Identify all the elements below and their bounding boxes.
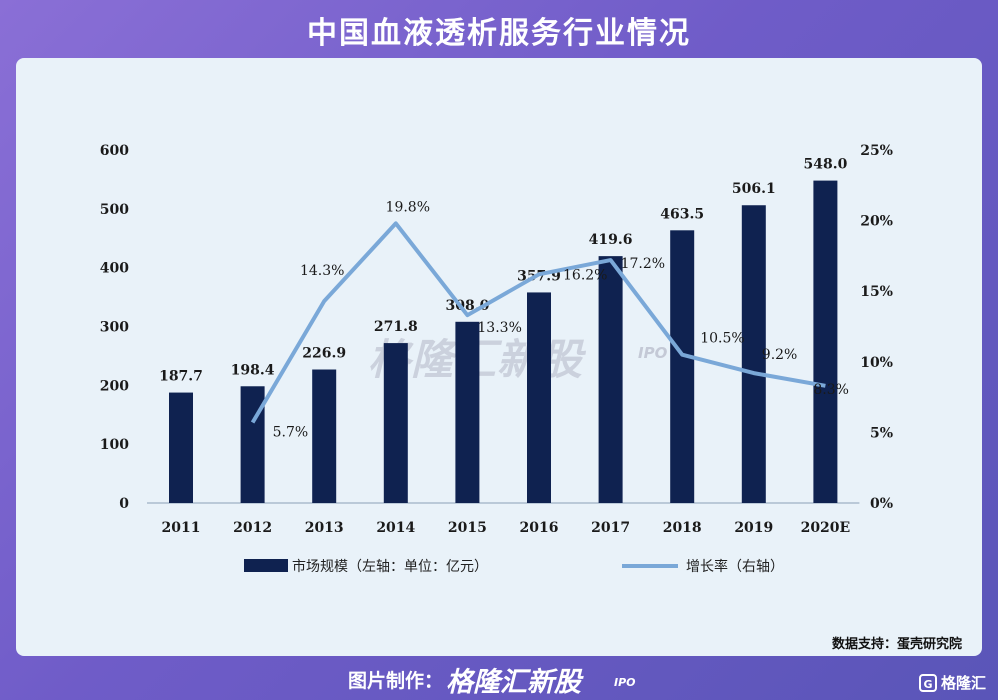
x-tick-label: 2020E [801,520,851,536]
right-tick-label: 0% [870,496,893,512]
right-tick-label: 5% [870,425,893,441]
bar-value-label: 463.5 [660,206,704,222]
source-note: 数据支持：蛋壳研究院 [831,637,962,652]
bar-value-label: 226.9 [302,346,346,362]
bar [527,292,551,503]
right-tick-label: 25% [860,143,893,159]
bar-value-labels: 187.7 198.4226.9271.8308.0357.9419.6463.5… [159,157,847,385]
bar-value-label: 187.7 [159,369,203,385]
left-tick-label: 500 [100,202,129,218]
footer-brand: 格隆汇新股 [446,667,581,698]
left-tick-label: 300 [100,320,129,336]
x-tick-label: 2019 [734,520,773,536]
bar-value-label: 198.4 [231,362,275,378]
bar-value-label: 271.8 [374,319,418,335]
bar [312,369,337,503]
footer-logo: G 格隆汇 [918,672,986,693]
bar [455,321,480,503]
bar [670,230,695,503]
growth-value-label: 16.2% [563,267,607,283]
growth-value-label: 17.2% [621,256,665,272]
growth-value-label: 14.3% [300,263,344,279]
left-tick-label: 600 [100,143,129,159]
footer-logo-text: 格隆汇 [940,674,986,692]
legend-label-line: 增长率（右轴） [686,558,784,575]
growth-value-labels: 5.7% 14.3% 19.8% 13.3% 16.2% 17.2% 10.5% 9.2% 8.… [273,199,849,440]
x-axis-ticks: 2011 2012 2013 2014 2015 2016 2017 2018 2019 2020… [162,520,851,536]
x-tick-label: 2017 [591,520,630,536]
left-tick-label: 200 [100,378,129,394]
bar-value-label: 506.1 [732,181,776,197]
footer-caption: 图片制作： [348,670,444,692]
footer-ipo: IPO [614,676,636,689]
legend-label-bar: 市场规模（左轴：单位：亿元） [292,558,488,575]
growth-value-label: 13.3% [477,320,521,336]
bar [598,256,623,503]
x-tick-label: 2018 [663,520,702,536]
growth-value-label: 19.8% [386,199,430,215]
legend-swatch-bar [244,559,288,572]
right-tick-label: 10% [860,355,893,371]
gelonghui-logo-icon: G [918,673,937,692]
bar-value-label: 548.0 [803,157,847,173]
right-axis-ticks: 0% 5% 10% 15% 20% 25% [860,143,893,512]
x-tick-label: 2012 [233,520,272,536]
left-tick-label: 400 [100,261,129,277]
left-axis-ticks: 0 100 200 300 400 500 600 [100,143,129,512]
x-tick-label: 2011 [162,520,201,536]
page-title: 中国血液透析服务行业情况 [307,16,691,51]
x-tick-label: 2014 [376,520,415,536]
bar-series [169,180,838,504]
bar-value-label: 419.6 [589,232,633,248]
bar [169,392,193,503]
bar [741,205,766,503]
left-tick-label: 100 [100,437,129,453]
growth-value-label: 10.5% [700,331,744,347]
legend: 市场规模（左轴：单位：亿元） 增长率（右轴） [244,558,784,575]
x-tick-label: 2015 [448,520,487,536]
bar [383,343,408,503]
x-tick-label: 2013 [305,520,344,536]
growth-value-label: 5.7% [273,425,309,441]
watermark-ipo: IPO [638,344,668,362]
x-tick-label: 2016 [520,520,559,536]
growth-line [250,221,826,424]
bar [813,180,838,504]
right-tick-label: 20% [860,214,893,230]
growth-value-label: 9.2% [762,347,798,363]
growth-value-label: 8.3% [813,382,849,398]
right-tick-label: 15% [860,284,893,300]
left-tick-label: 0 [119,496,129,512]
bar [240,386,265,503]
